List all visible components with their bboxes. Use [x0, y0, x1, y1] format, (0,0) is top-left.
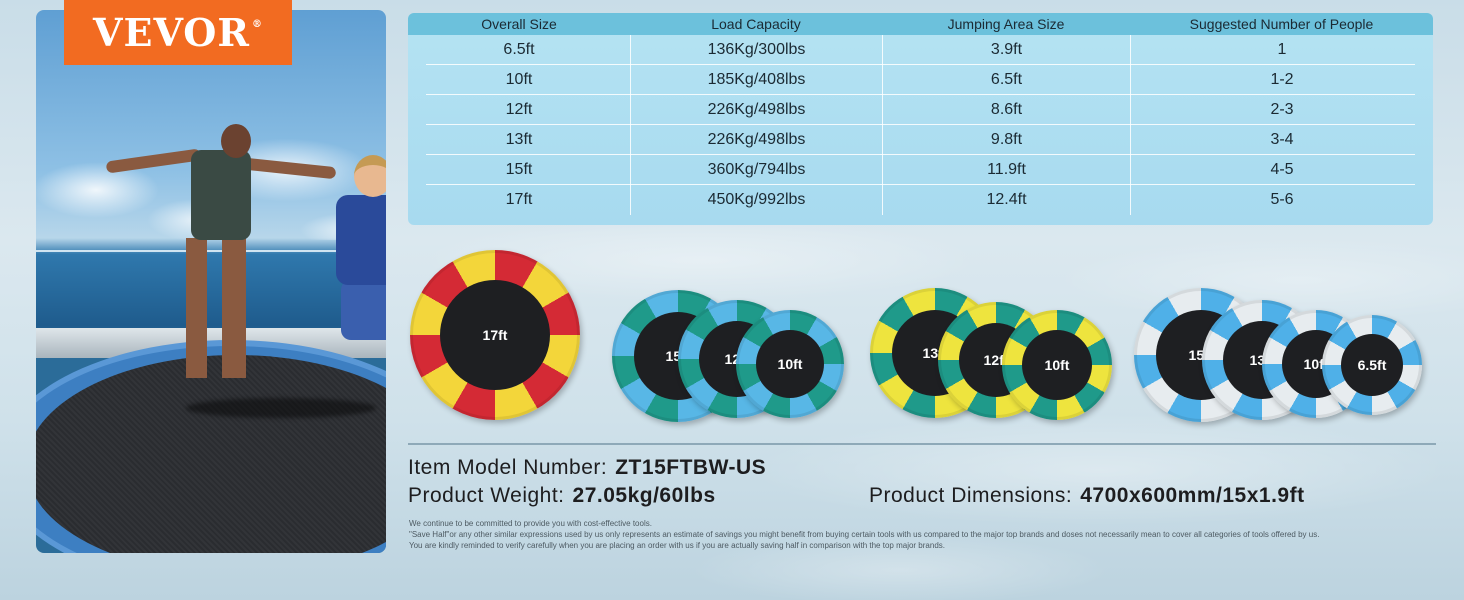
trampoline-size-label: 10ft [1044, 357, 1070, 373]
trampoline-size-label: 15ft [1188, 347, 1214, 363]
cell-overall-size: 6.5ft [503, 41, 535, 58]
table-header: Overall Size Load Capacity Jumping Area … [408, 13, 1433, 35]
table-row: 15ft 360Kg/794lbs 11.9ft 4-5 [408, 155, 1433, 185]
cell-people: 4-5 [1130, 155, 1433, 185]
trampoline-size-label: 12ft [983, 352, 1009, 368]
header-jumping-area: Jumping Area Size [947, 16, 1065, 32]
trampoline-10ft-blue-white: 10ft [1262, 310, 1370, 418]
cell-people: 2-3 [1130, 95, 1433, 125]
cell-jumping-area: 11.9ft [882, 155, 1130, 185]
product-lifestyle-photo [36, 10, 386, 553]
disclaimer-line: You are kindly reminded to verify carefu… [409, 541, 945, 550]
dimensions-value: 4700x600mm/15x1.9ft [1080, 484, 1305, 507]
boy-head [354, 155, 386, 197]
weight-label: Product Weight: [408, 484, 565, 507]
product-dimensions: Product Dimensions: 4700x600mm/15x1.9ft [869, 484, 1305, 508]
girl-legs [186, 238, 246, 378]
cell-overall-size: 10ft [505, 71, 533, 88]
trampoline-size-label: 6.5ft [1357, 357, 1387, 373]
cell-overall-size: 13ft [505, 131, 533, 148]
girl-head [221, 124, 251, 158]
trampoline-13ft-green-yellow: 13ft [870, 288, 1000, 418]
cell-people: 3-4 [1130, 125, 1433, 155]
trampoline-size-label: 17ft [482, 327, 508, 343]
trampoline-10ft-green-yellow: 10ft [1002, 310, 1112, 420]
header-people: Suggested Number of People [1189, 16, 1374, 32]
jumper-shadow [186, 398, 376, 418]
dimensions-label: Product Dimensions: [869, 484, 1073, 507]
trampoline-17ft-red-yellow: 17ft [410, 250, 580, 420]
trampoline-12ft-green-yellow: 12ft [938, 302, 1054, 418]
registered-mark: ® [251, 19, 263, 30]
trampoline-15ft-green-blue: 15ft [612, 290, 744, 422]
trampoline-10ft-green-blue: 10ft [736, 310, 844, 418]
header-load-capacity: Load Capacity [711, 16, 801, 32]
boy-legs [341, 280, 386, 340]
cell-overall-size: 17ft [505, 191, 533, 208]
trampoline-size-label: 13ft [922, 345, 948, 361]
trampoline-13ft-blue-white: 13ft [1202, 300, 1322, 420]
trampoline-12ft-green-blue: 12ft [678, 300, 796, 418]
table-row: 13ft 226Kg/498lbs 9.8ft 3-4 [408, 125, 1433, 155]
cell-load-capacity: 360Kg/794lbs [630, 155, 882, 185]
trampoline-size-label: 12ft [724, 351, 750, 367]
cell-people: 5-6 [1130, 185, 1433, 215]
trampoline-mat [36, 355, 386, 553]
cell-load-capacity: 450Kg/992lbs [630, 185, 882, 215]
cell-overall-size: 15ft [505, 161, 533, 178]
size-spec-table: Overall Size Load Capacity Jumping Area … [408, 13, 1433, 225]
table-row: 12ft 226Kg/498lbs 8.6ft 2-3 [408, 95, 1433, 125]
trampoline-size-label: 10ft [777, 356, 803, 372]
disclaimer-line: We continue to be committed to provide y… [409, 519, 652, 528]
trampoline-6.5ft-blue-white: 6.5ft [1322, 315, 1422, 415]
cell-jumping-area: 9.8ft [882, 125, 1130, 155]
weight-value: 27.05kg/60lbs [572, 484, 716, 507]
section-divider [408, 443, 1436, 445]
product-weight: Product Weight: 27.05kg/60lbs [408, 484, 716, 508]
model-label: Item Model Number: [408, 456, 608, 479]
cell-load-capacity: 226Kg/498lbs [630, 125, 882, 155]
cell-load-capacity: 185Kg/408lbs [630, 65, 882, 95]
trampoline-size-label: 13ft [1249, 352, 1275, 368]
cell-jumping-area: 6.5ft [882, 65, 1130, 95]
boy-life-vest [336, 195, 386, 285]
cell-load-capacity: 136Kg/300lbs [630, 35, 882, 65]
cell-overall-size: 12ft [505, 101, 533, 118]
disclaimer-note: We continue to be committed to provide y… [409, 518, 1449, 551]
header-overall-size: Overall Size [481, 16, 557, 32]
girl-life-vest [191, 150, 251, 240]
item-model-number: Item Model Number: ZT15FTBW-US [408, 456, 766, 480]
trampoline-15ft-blue-white: 15ft [1134, 288, 1268, 422]
cell-people: 1 [1130, 35, 1433, 65]
cell-load-capacity: 226Kg/498lbs [630, 95, 882, 125]
cell-jumping-area: 3.9ft [882, 35, 1130, 65]
table-row: 10ft 185Kg/408lbs 6.5ft 1-2 [408, 65, 1433, 95]
disclaimer-line: "Save Half"or any other similar expressi… [409, 530, 1320, 539]
cell-jumping-area: 12.4ft [882, 185, 1130, 215]
table-row: 17ft 450Kg/992lbs 12.4ft 5-6 [408, 185, 1433, 215]
logo-text: VEVOR [93, 10, 250, 55]
table-row: 6.5ft 136Kg/300lbs 3.9ft 1 [408, 35, 1433, 65]
vevor-logo: VEVOR ® [64, 0, 292, 65]
cell-people: 1-2 [1130, 65, 1433, 95]
trampoline-size-label: 10ft [1303, 356, 1329, 372]
trampoline-size-label: 15ft [665, 348, 691, 364]
model-value: ZT15FTBW-US [615, 456, 767, 479]
cell-jumping-area: 8.6ft [882, 95, 1130, 125]
